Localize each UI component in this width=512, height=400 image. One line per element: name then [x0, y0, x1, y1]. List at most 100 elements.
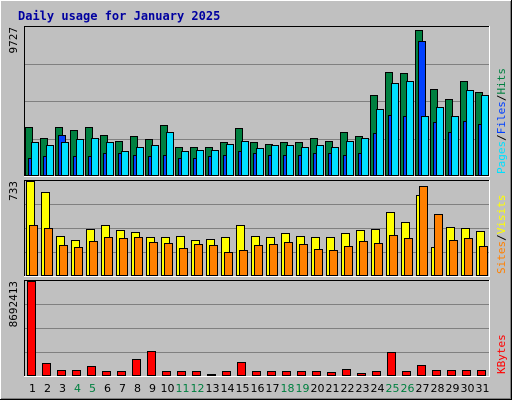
y-max-label-bottom: 8692413 — [7, 281, 20, 327]
bar-top-pages-9 — [151, 145, 159, 176]
bar-top-pages-21 — [331, 147, 339, 176]
bar-bottom-kbytes-25 — [387, 352, 396, 376]
bar-bottom-kbytes-24 — [372, 371, 381, 376]
legend-part-top-4: Hits — [495, 68, 508, 95]
bar-middle-sites-29 — [449, 240, 458, 276]
bar-top-pages-12 — [196, 150, 204, 176]
bar-middle-sites-5 — [89, 241, 98, 276]
bar-middle-sites-16 — [254, 245, 263, 276]
x-tick-label-31: 31 — [476, 382, 490, 395]
x-tick-label-4: 4 — [74, 382, 81, 395]
bar-bottom-kbytes-3 — [57, 370, 66, 376]
bar-middle-sites-4 — [74, 247, 83, 276]
x-tick-label-15: 15 — [236, 382, 250, 395]
bar-bottom-kbytes-4 — [72, 370, 81, 376]
x-tick-label-30: 30 — [461, 382, 475, 395]
bar-top-pages-13 — [211, 150, 219, 176]
bar-middle-sites-24 — [374, 243, 383, 276]
x-tick-label-29: 29 — [446, 382, 460, 395]
bar-middle-sites-1 — [29, 225, 38, 276]
bar-bottom-kbytes-29 — [447, 370, 456, 376]
bar-top-pages-15 — [241, 141, 249, 176]
bar-bottom-kbytes-22 — [342, 369, 351, 376]
bar-middle-sites-3 — [59, 245, 68, 276]
legend-part-top-3: / — [495, 95, 508, 102]
bar-top-pages-25 — [391, 83, 399, 176]
x-tick-label-17: 17 — [266, 382, 280, 395]
bar-middle-sites-31 — [479, 246, 488, 276]
bar-top-pages-28 — [436, 107, 444, 176]
x-tick-label-20: 20 — [311, 382, 325, 395]
bar-top-pages-16 — [256, 148, 264, 176]
bar-middle-sites-15 — [239, 250, 248, 276]
panel-bottom: 8692413 KBytes — [7, 280, 508, 377]
bar-top-pages-20 — [316, 145, 324, 176]
bar-top-pages-7 — [121, 151, 129, 176]
bar-bottom-kbytes-19 — [297, 371, 306, 376]
bar-middle-sites-12 — [194, 244, 203, 276]
bar-bottom-kbytes-21 — [327, 372, 336, 376]
bar-top-pages-2 — [46, 145, 54, 176]
bar-middle-sites-18 — [284, 242, 293, 276]
bar-bottom-kbytes-11 — [177, 371, 186, 376]
bar-middle-sites-6 — [104, 237, 113, 276]
bar-top-pages-24 — [376, 109, 384, 176]
bar-top-pages-31 — [481, 95, 489, 176]
x-tick-label-22: 22 — [341, 382, 355, 395]
bar-top-pages-14 — [226, 144, 234, 176]
bar-middle-sites-19 — [299, 244, 308, 276]
legend-part-top-2: Files — [495, 101, 508, 134]
legend-label-top: Pages/Files/Hits — [495, 68, 508, 174]
bar-top-pages-22 — [346, 141, 354, 176]
bar-bottom-kbytes-2 — [42, 363, 51, 376]
x-tick-label-6: 6 — [104, 382, 111, 395]
x-tick-label-5: 5 — [89, 382, 96, 395]
bar-bottom-kbytes-28 — [432, 370, 441, 376]
x-tick-label-18: 18 — [281, 382, 295, 395]
bar-middle-sites-13 — [209, 245, 218, 276]
bar-bottom-kbytes-12 — [192, 371, 201, 376]
bar-top-pages-5 — [91, 138, 99, 176]
bar-bottom-kbytes-15 — [237, 362, 246, 376]
x-tick-label-9: 9 — [149, 382, 156, 395]
x-tick-label-10: 10 — [161, 382, 175, 395]
bar-middle-sites-20 — [314, 249, 323, 276]
x-tick-label-13: 13 — [206, 382, 220, 395]
bar-bottom-kbytes-5 — [87, 366, 96, 376]
legend-part-bottom-0: KBytes — [495, 334, 508, 374]
bar-bottom-kbytes-26 — [402, 371, 411, 376]
bar-top-pages-23 — [361, 138, 369, 176]
x-tick-label-12: 12 — [191, 382, 205, 395]
bar-middle-sites-28 — [434, 214, 443, 276]
bar-bottom-kbytes-16 — [252, 371, 261, 376]
x-tick-label-11: 11 — [176, 382, 190, 395]
bar-middle-sites-23 — [359, 241, 368, 276]
bar-top-pages-10 — [166, 132, 174, 176]
chart-panels: 9727Pages/Files/Hits733Sites/Visits86924… — [7, 26, 508, 377]
x-tick-label-26: 26 — [401, 382, 415, 395]
bar-bottom-kbytes-14 — [222, 371, 231, 376]
legend-label-bottom: KBytes — [495, 334, 508, 374]
x-tick-label-28: 28 — [431, 382, 445, 395]
bar-bottom-kbytes-30 — [462, 370, 471, 376]
x-axis-labels: 1 2 3 4 5 6 7 8 9 10 11 12 13 14 15 16 17 18 19 20 21 22 23 24 2… — [29, 382, 490, 395]
bar-middle-sites-30 — [464, 238, 473, 276]
bar-middle-sites-26 — [404, 238, 413, 276]
bar-middle-sites-11 — [179, 248, 188, 276]
x-tick-label-7: 7 — [119, 382, 126, 395]
y-max-label-middle: 733 — [7, 181, 20, 201]
bar-top-pages-3 — [61, 142, 69, 176]
legend-part-middle-0: Sites — [495, 241, 508, 274]
bar-bottom-kbytes-10 — [162, 371, 171, 376]
x-tick-label-21: 21 — [326, 382, 340, 395]
bar-middle-sites-27 — [419, 186, 428, 276]
x-tick-label-3: 3 — [59, 382, 66, 395]
bar-bottom-kbytes-23 — [357, 373, 366, 376]
legend-part-top-0: Pages — [495, 141, 508, 174]
bar-top-pages-6 — [106, 142, 114, 176]
x-tick-label-25: 25 — [386, 382, 400, 395]
bar-top-pages-11 — [181, 151, 189, 176]
bar-top-pages-26 — [406, 81, 414, 176]
bar-bottom-kbytes-20 — [312, 371, 321, 376]
